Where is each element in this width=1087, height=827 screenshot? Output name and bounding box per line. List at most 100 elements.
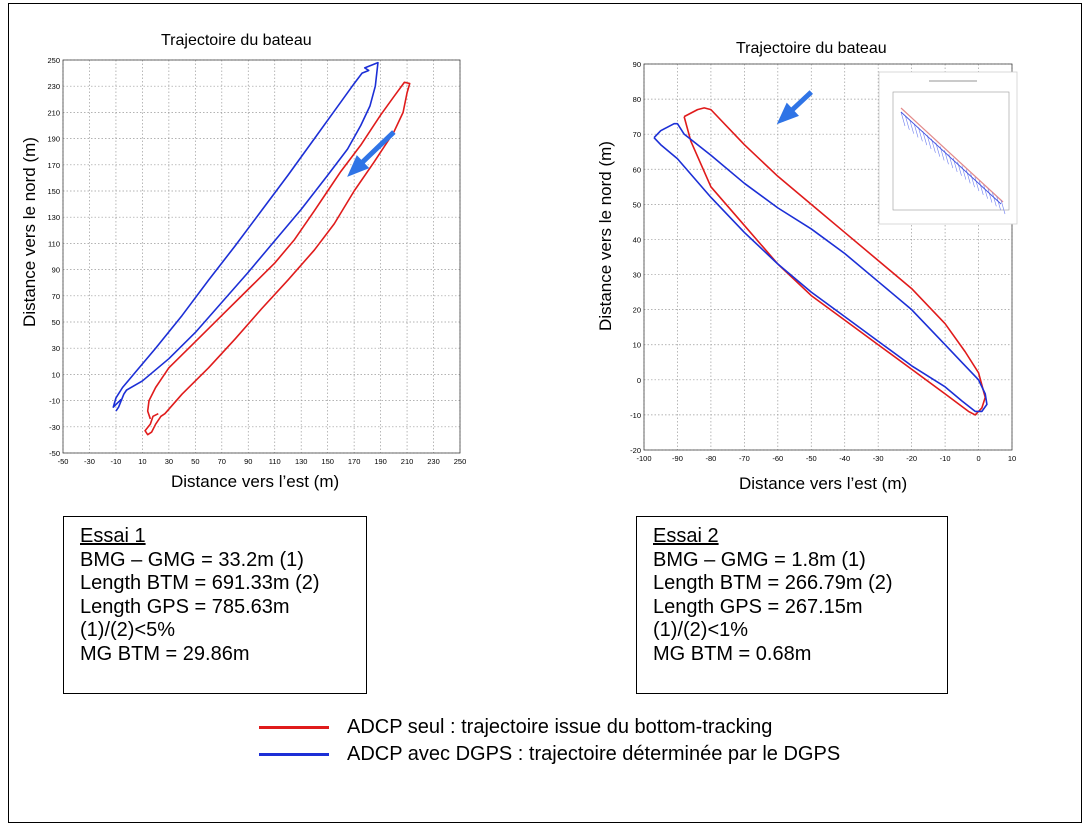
y-tick-label: 150 — [47, 187, 60, 196]
y-tick-label: 10 — [633, 341, 641, 350]
x-tick-label: -100 — [636, 454, 651, 463]
trial2-line: BMG – GMG = 1.8m (1) — [653, 548, 866, 571]
x-tick-label: -10 — [940, 454, 951, 463]
trial1-title: Essai 1 — [80, 525, 146, 547]
inset-vector — [922, 131, 928, 146]
trial1-line: Length GPS = 785.63m — [80, 595, 290, 618]
y-tick-label: -10 — [630, 411, 641, 420]
x-tick-label: 0 — [976, 454, 980, 463]
x-tick-label: 230 — [427, 457, 440, 466]
inset-vector — [970, 173, 975, 188]
y-tick-label: 30 — [52, 344, 60, 353]
x-tick-label: -60 — [772, 454, 783, 463]
inset-vector — [992, 192, 997, 207]
inset-vector — [905, 115, 910, 130]
x-tick-label: -30 — [873, 454, 884, 463]
inset-vector — [987, 188, 993, 203]
x-tick-label: 70 — [218, 457, 226, 466]
y-tick-label: 70 — [633, 130, 641, 139]
y-tick-label: 60 — [633, 165, 641, 174]
trial1-line: MG BTM = 29.86m — [80, 642, 250, 665]
direction-arrow-head — [776, 102, 800, 125]
y-tick-label: -10 — [49, 397, 60, 406]
trial2-title: Essai 2 — [653, 525, 719, 547]
trial2-line: Length BTM = 266.79m (2) — [653, 572, 893, 594]
x-tick-label: -90 — [672, 454, 683, 463]
y-tick-label: 10 — [52, 370, 60, 379]
y-tick-label: 90 — [633, 60, 641, 69]
inset-vector — [974, 176, 980, 192]
x-tick-label: 50 — [191, 457, 199, 466]
inset-vector — [965, 169, 971, 184]
x-tick-label: 30 — [165, 457, 173, 466]
figure-frame: Trajectoire du bateau -50 -30 -10 10 30 50 70 9… — [8, 3, 1082, 823]
y-tick-label: 130 — [47, 213, 60, 222]
red-trajectory-line — [144, 81, 411, 436]
inset-vector — [983, 184, 988, 199]
x-tick-label: 130 — [295, 457, 308, 466]
legend-label: ADCP avec DGPS : trajectoire déterminée … — [347, 743, 841, 765]
trial2-stats: Essai 2 BMG – GMG = 1.8m (1) Length BTM … — [636, 516, 948, 694]
trial1-line: Length BTM = 691.33m (2) — [80, 572, 320, 594]
x-tick-label: -70 — [739, 454, 750, 463]
y-tick-label: 40 — [633, 235, 641, 244]
x-tick-label: 210 — [401, 457, 414, 466]
inset-vector — [900, 111, 906, 127]
inset-blue-line — [900, 111, 1002, 205]
inset-vector — [909, 119, 914, 134]
plot2-title: Trajectoire du bateau — [736, 40, 887, 57]
inset-vector — [996, 196, 1001, 211]
y-tick-label: 70 — [52, 292, 60, 301]
x-tick-label: -10 — [111, 457, 122, 466]
y-tick-label: 230 — [47, 82, 60, 91]
trial2-line: MG BTM = 0.68m — [653, 642, 812, 665]
y-tick-label: -50 — [49, 449, 60, 458]
x-tick-label: 10 — [1008, 454, 1016, 463]
direction-arrow-head — [347, 155, 370, 177]
x-tick-label: -30 — [84, 457, 95, 466]
y-tick-label: 50 — [633, 200, 641, 209]
inset-vector — [1000, 199, 1006, 215]
plot-border — [62, 59, 461, 454]
trial2-line: Length GPS = 267.15m — [653, 595, 863, 618]
y-tick-label: 0 — [637, 376, 641, 385]
inset-vector — [978, 180, 984, 195]
y-tick-label: 80 — [633, 95, 641, 104]
x-tick-label: -50 — [58, 457, 69, 466]
plot2-xlabel: Distance vers l’est (m) — [739, 474, 908, 493]
x-tick-label: 90 — [244, 457, 252, 466]
inset-red-line — [900, 107, 1004, 203]
x-tick-label: -50 — [806, 454, 817, 463]
y-tick-label: 110 — [48, 239, 60, 248]
blue-trajectory-line — [112, 61, 379, 412]
y-tick-label: 250 — [47, 56, 60, 65]
x-tick-label: -40 — [839, 454, 850, 463]
legend-swatch-red — [259, 726, 329, 729]
trial1-line: (1)/(2)<5% — [80, 619, 176, 641]
inset-thumbnail — [878, 71, 1018, 225]
x-tick-label: -20 — [906, 454, 917, 463]
y-tick-label: 90 — [52, 266, 60, 275]
inset-vector — [961, 165, 967, 180]
x-tick-label: 250 — [454, 457, 467, 466]
legend-item-red: ADCP seul : trajectoire issue du bottom-… — [259, 716, 772, 739]
plot-border — [643, 63, 1013, 451]
plot1-ylabel: Distance vers le nord (m) — [20, 137, 39, 327]
legend-label: ADCP seul : trajectoire issue du bottom-… — [347, 716, 773, 738]
x-tick-label: 170 — [348, 457, 361, 466]
legend-swatch-blue — [259, 753, 329, 756]
trial1-line: BMG – GMG = 33.2m (1) — [80, 548, 304, 571]
x-tick-label: -80 — [705, 454, 716, 463]
trial2-line: (1)/(2)<1% — [653, 619, 749, 641]
y-tick-label: 210 — [47, 108, 60, 117]
y-tick-label: -20 — [630, 446, 641, 455]
inset-vector — [926, 134, 932, 150]
y-tick-label: 50 — [52, 318, 60, 327]
x-tick-label: 110 — [269, 457, 281, 466]
legend-item-blue: ADCP avec DGPS : trajectoire déterminée … — [259, 743, 840, 766]
y-tick-label: -30 — [49, 423, 60, 432]
y-tick-label: 20 — [633, 306, 641, 315]
plot1-chart: -50 -30 -10 10 30 50 70 90 110 130 150 170 190 210 230… — [47, 56, 1018, 466]
inset-plot-border — [892, 91, 1010, 211]
y-tick-label: 190 — [47, 135, 60, 144]
